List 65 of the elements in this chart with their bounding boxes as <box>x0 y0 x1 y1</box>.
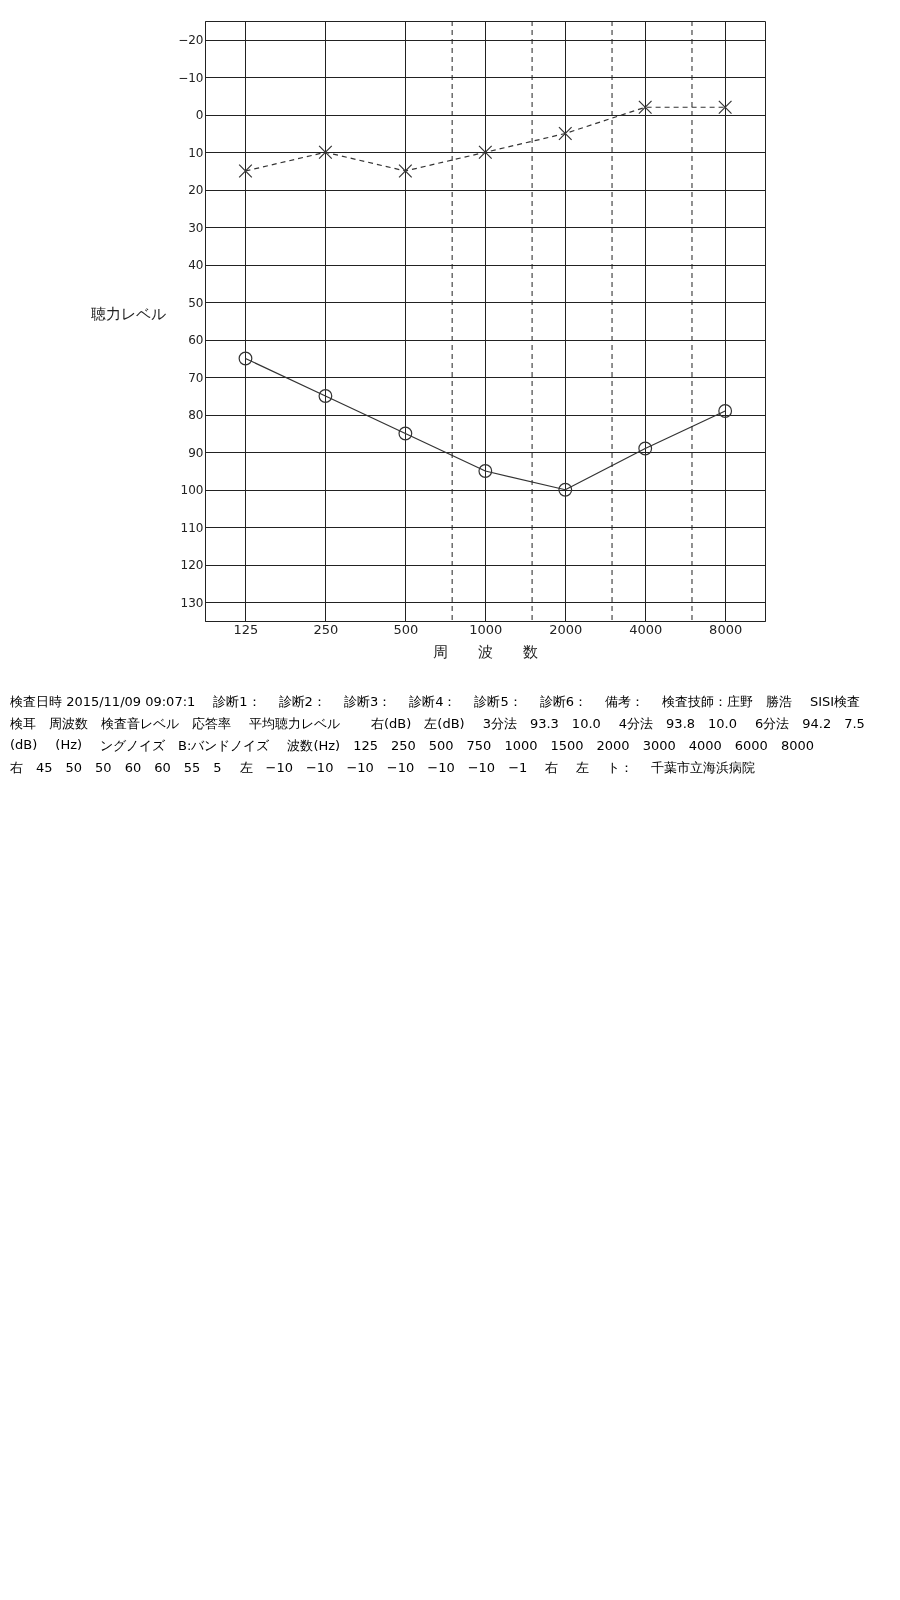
text: 右 45 50 50 60 60 55 5 <box>10 759 222 777</box>
point <box>718 404 733 418</box>
x-tick-label: 8000 <box>709 621 743 637</box>
text: 左 −10 −10 −10 −10 −10 −10 −1 <box>239 759 528 777</box>
y-tick-label: 90 <box>188 445 204 460</box>
point <box>318 145 333 160</box>
y-tick-label: 130 <box>180 595 204 610</box>
point <box>638 100 653 115</box>
y-tick-label: 60 <box>188 333 204 348</box>
text: 右 <box>545 759 559 777</box>
y-tick-label: 100 <box>180 483 204 498</box>
text: 診断3： <box>343 693 392 711</box>
point <box>398 164 413 178</box>
text: ングノイズ B:バンドノイズ <box>100 737 270 755</box>
text: (Hz) <box>55 737 83 754</box>
text: 検耳 周波数 検査音レベル 応答率 <box>10 715 231 733</box>
y-tick-label: 30 <box>188 220 204 235</box>
text: 平均聴力レベル <box>249 715 340 733</box>
text: 左 <box>576 759 590 777</box>
x-tick-label: 125 <box>233 621 259 637</box>
text: 4分法 93.8 10.0 <box>618 715 737 733</box>
x-axis-title: 周 波 数 <box>433 642 538 661</box>
text: 診断6： <box>539 693 587 711</box>
x-tick-label: 1000 <box>469 621 503 637</box>
point <box>558 126 573 141</box>
x-tick-label: 500 <box>393 621 419 637</box>
text: 診断5： <box>474 693 522 711</box>
y-axis-title: 聴力レベル <box>90 304 166 323</box>
text: 波数(Hz) 125 250 500 750 1000 1500 2000 3000 4000 6000 8000 <box>287 737 814 755</box>
y-tick-label: 70 <box>188 370 204 385</box>
text: 3分法 93.3 10.0 <box>482 715 601 733</box>
y-tick-label: 40 <box>188 258 204 273</box>
text: 検査技師：庄野 勝浩 <box>662 693 792 711</box>
y-tick-label: 120 <box>180 558 204 573</box>
x-tick-label: 250 <box>313 621 339 637</box>
text: 検査日時 2015/11/09 09:07:1 <box>10 693 196 711</box>
y-tick-label: −10 <box>178 70 204 85</box>
point <box>318 389 333 403</box>
text: 千葉市立海浜病院 <box>651 759 756 777</box>
y-tick-label: 20 <box>188 183 204 198</box>
point <box>238 351 253 366</box>
y-tick-label: −20 <box>178 33 204 48</box>
text: 診断2： <box>278 693 326 711</box>
text: 診断1： <box>213 693 261 711</box>
text: 6分法 94.2 7.5 <box>754 715 865 733</box>
text: 診断4： <box>409 693 457 711</box>
point <box>478 145 493 160</box>
y-tick-label: 50 <box>188 295 204 310</box>
point <box>238 164 253 178</box>
y-tick-label: 0 <box>195 108 204 123</box>
y-tick-label: 110 <box>180 520 204 535</box>
point <box>638 441 653 456</box>
y-tick-label: 80 <box>188 408 204 423</box>
text: ト： <box>607 759 634 777</box>
point <box>398 426 413 441</box>
text: 備考： <box>605 693 644 711</box>
text: (dB) <box>10 737 38 754</box>
y-tick-label: 10 <box>188 145 204 160</box>
point <box>718 100 733 115</box>
point <box>558 482 573 497</box>
text: SISI検査 <box>810 693 861 711</box>
x-tick-label: 2000 <box>549 621 583 637</box>
text: 右(dB) 左(dB) <box>370 715 465 733</box>
point <box>478 464 493 478</box>
x-tick-label: 4000 <box>629 621 663 637</box>
